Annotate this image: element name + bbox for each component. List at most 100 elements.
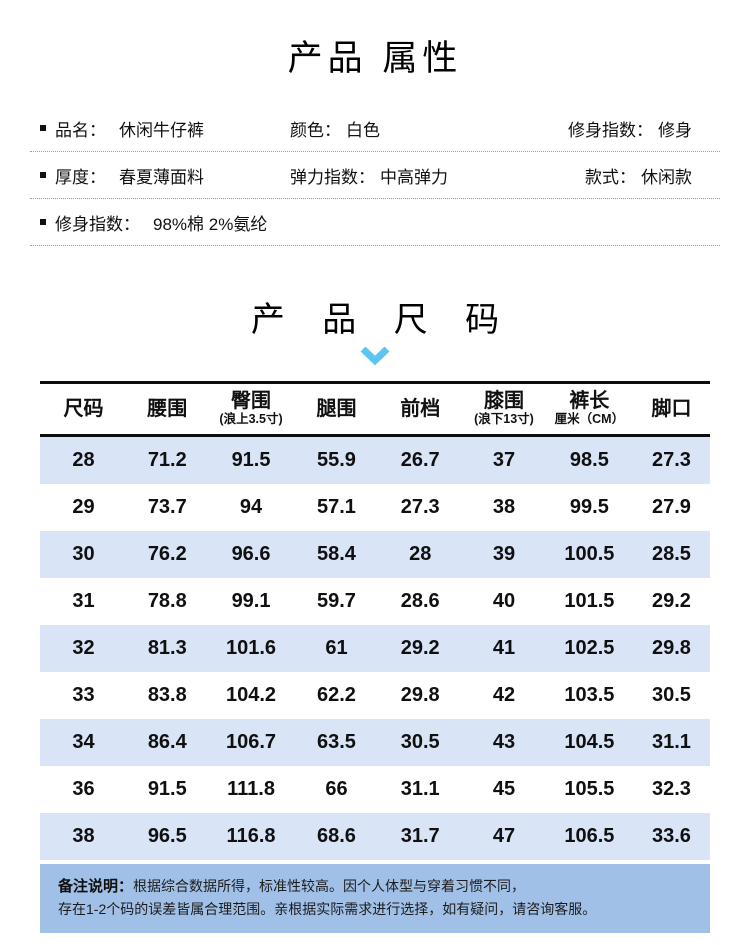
attribute-item: 颜色： 白色 [290,116,548,141]
attribute-item: 修身指数： 修身 [548,116,720,141]
attribute-value: 休闲牛仔裤 [119,120,204,140]
size-chart-header: 尺码 腰围 臀围 (浪上3.5寸) 腿围 前档 膝围 (浪下13寸) 裤长 厘米（CM） 脚口 [40,382,710,437]
bullet-square-icon [40,219,46,225]
note-line-2: 存在1-2个码的误差皆属合理范围。亲根据实际需求进行选择，如有疑问，请咨询客服。 [58,898,692,920]
column-header: 膝围 (浪下13寸) [462,382,546,437]
size-cell: 31 [72,590,95,612]
size-cell: 29.8 [400,684,440,706]
size-cell: 29.2 [651,590,691,612]
size-cell: 38 [72,825,95,847]
attribute-item: 弹力指数： 中高弹力 [290,163,548,188]
column-header: 腰围 [127,382,208,437]
header-row: 尺码 腰围 臀围 (浪上3.5寸) 腿围 前档 膝围 (浪下13寸) 裤长 厘米（CM） 脚口 [40,382,710,437]
note-text-2: 存在1-2个码的误差皆属合理范围。亲根据实际需求进行选择，如有疑问，请咨询客服。 [58,901,597,917]
size-cell: 32.3 [651,778,691,800]
size-cell: 47 [492,825,516,847]
size-cell: 28 [409,543,432,565]
size-cell: 57.1 [316,496,356,518]
size-cell: 96.5 [147,825,187,847]
attribute-label: 修身指数： [55,214,140,234]
size-cell: 101.5 [564,590,615,612]
column-header: 脚口 [632,382,710,437]
attribute-item: 厚度： 春夏薄面料 [30,163,290,188]
size-row-31: 31 78.8 99.1 59.7 28.6 40 101.5 29.2 [40,578,710,625]
bullet-square-icon [40,172,46,178]
attribute-value: 休闲款 [641,167,692,187]
size-cell: 38 [492,496,516,518]
size-cell: 99.5 [569,496,609,518]
attribute-label: 弹力指数： [290,167,375,187]
size-cell: 31.1 [400,778,440,800]
attribute-label: 颜色： [290,120,341,140]
note-text-1: 根据综合数据所得，标准性较高。因个人体型与穿着习惯不同， [133,878,526,894]
size-cell: 71.2 [147,449,187,471]
attribute-row: 品名： 休闲牛仔裤 颜色： 白色 修身指数： 修身 [30,105,720,152]
size-cell: 91.5 [231,449,271,471]
size-cell: 91.5 [147,778,187,800]
size-cell: 30 [72,543,95,565]
size-cell: 98.5 [569,449,609,471]
size-cell: 76.2 [147,543,187,565]
size-cell: 55.9 [316,449,356,471]
size-cell: 41 [492,637,516,659]
size-cell: 104.5 [564,731,615,753]
column-header: 臀围 (浪上3.5寸) [207,382,295,437]
note-label: 备注说明： [58,878,134,895]
size-cell: 28.5 [651,543,691,565]
size-cell: 27.3 [400,496,440,518]
size-row-32: 32 81.3 101.6 61 29.2 41 102.5 29.8 [40,625,710,672]
size-cell: 86.4 [147,731,187,753]
size-cell: 104.2 [226,684,277,706]
attribute-label: 款式： [585,167,636,187]
size-cell: 27.9 [651,496,691,518]
size-cell: 103.5 [564,684,615,706]
size-cell: 106.7 [226,731,277,753]
attribute-item: 品名： 休闲牛仔裤 [30,116,290,141]
attributes-title: 产品 属性 [287,39,463,78]
size-cell: 45 [492,778,516,800]
size-cell: 96.6 [231,543,271,565]
size-cell: 68.6 [316,825,356,847]
size-cell: 29.8 [651,637,691,659]
size-cell: 102.5 [564,637,615,659]
size-cell: 42 [492,684,516,706]
size-row-30: 30 76.2 96.6 58.4 28 39 100.5 28.5 [40,531,710,578]
attribute-label: 品名： [55,120,106,140]
size-cell: 33 [72,684,95,706]
size-cell: 116.8 [226,825,276,847]
size-cell: 36 [72,778,95,800]
size-cell: 43 [492,731,516,753]
size-cell: 30.5 [400,731,440,753]
size-row-28: 28 71.2 91.5 55.9 26.7 37 98.5 27.3 [40,435,710,484]
size-cell: 105.5 [564,778,615,800]
product-detail-page: 产品 属性 品名： 休闲牛仔裤 颜色： 白色 修身指数： 修身厚度： 春夏薄面料 弹力指数：中… [0,30,750,933]
attribute-item: 修身指数： 98%棉 2%氨纶 [30,210,720,235]
size-cell: 62.2 [316,684,356,706]
size-cell: 66 [325,778,348,800]
size-cell: 32 [72,637,95,659]
size-cell: 26.7 [400,449,440,471]
note-box: 备注说明：根据综合数据所得，标准性较高。因个人体型与穿着习惯不同， 存在1-2个… [40,864,710,933]
size-cell: 81.3 [147,637,187,659]
size-row-36: 36 91.5 111.8 66 31.1 45 105.5 32.3 [40,766,710,813]
size-cell: 111.8 [227,778,275,800]
size-cell: 37 [492,449,516,471]
size-cell: 63.5 [316,731,356,753]
size-cell: 29.2 [400,637,440,659]
size-cell: 101.6 [226,637,277,659]
chevron-down-icon [0,346,750,367]
column-header: 腿围 [294,382,379,437]
size-cell: 34 [72,731,95,753]
attribute-label: 厚度： [55,167,106,187]
bullet-square-icon [40,125,46,131]
column-header: 前档 [378,382,463,437]
size-cell: 59.7 [316,590,356,612]
size-cell: 100.5 [564,543,615,565]
attribute-value: 春夏薄面料 [119,167,204,187]
size-cell: 28 [72,449,95,471]
size-row-34: 34 86.4 106.7 63.5 30.5 43 104.5 31.1 [40,719,710,766]
size-cell: 30.5 [651,684,691,706]
size-cell: 61 [325,637,348,659]
attribute-label: 修身指数： [568,120,653,140]
size-row-33: 33 83.8 104.2 62.2 29.8 42 103.5 30.5 [40,672,710,719]
